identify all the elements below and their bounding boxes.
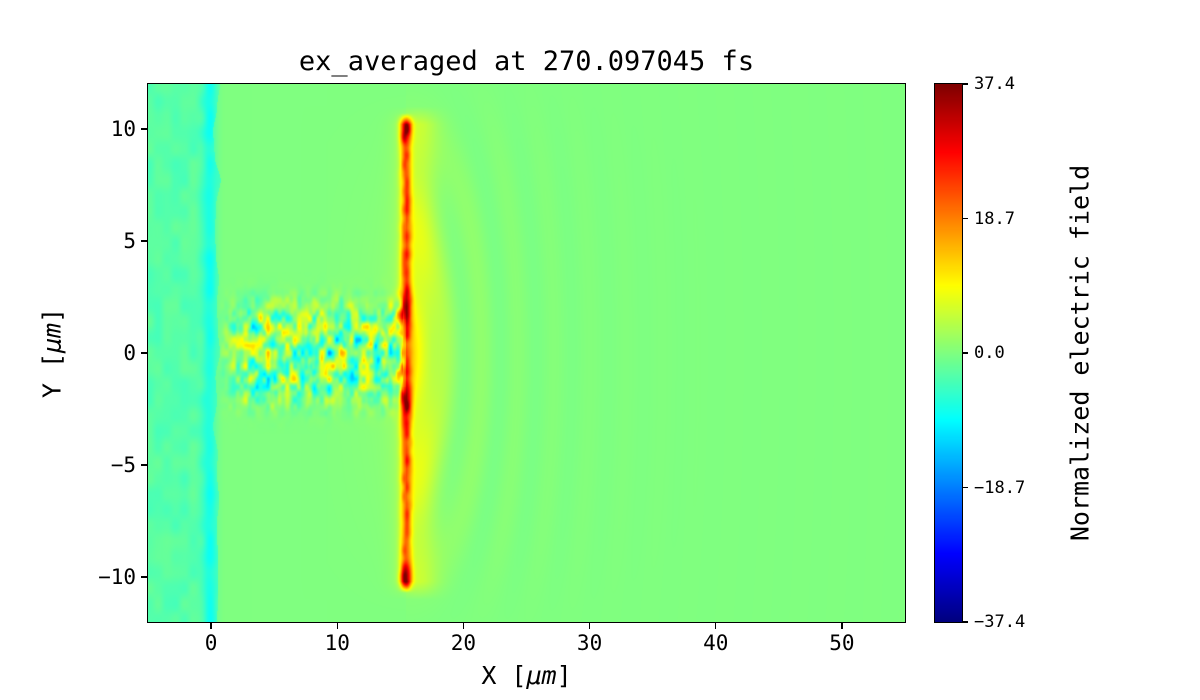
colorbar-label: Normalized electric field [1065,164,1095,542]
x-axis-unit: μm [526,661,557,690]
colorbar [934,83,963,623]
y-axis-label: Y [μm] [38,308,67,398]
colorbar-tick-mark [962,621,968,623]
colorbar-tick-mark [962,217,968,220]
x-tick-label: 0 [204,631,218,655]
plot-title: ex_averaged at 270.097045 fs [298,46,755,77]
colorbar-tick-label: 18.7 [974,208,1015,229]
x-tick-mark [462,622,465,629]
x-axis-label-suffix: ] [556,661,572,690]
y-axis-label-suffix: ] [37,307,67,323]
y-tick-mark [141,240,148,242]
y-tick-label: 0 [123,341,136,365]
x-tick-label: 40 [703,631,729,655]
colorbar-tick-mark [962,83,968,85]
y-tick-mark [141,464,148,466]
colorbar-tick-label: 0.0 [974,343,1005,363]
x-tick-mark [841,622,843,629]
x-axis-label: X [μm] [148,661,905,690]
heatmap-canvas [148,84,905,622]
y-tick-mark [141,352,148,354]
y-axis-unit: μm [37,322,67,354]
colorbar-tick-label: −18.7 [974,477,1026,498]
x-tick-mark [210,622,212,629]
colorbar-gradient [935,84,962,622]
colorbar-tick-mark [962,486,968,489]
y-tick-mark [141,576,148,578]
x-tick-label: 50 [829,631,855,655]
y-tick-mark [141,128,148,130]
y-tick-label: −5 [110,453,136,478]
colorbar-tick-mark [962,352,968,354]
x-tick-mark [336,622,338,629]
x-tick-mark [715,622,717,629]
x-tick-mark [588,622,591,629]
colorbar-tick-label: 37.4 [974,74,1015,94]
y-tick-label: −10 [98,565,136,590]
plot-area [147,83,906,623]
y-tick-label: 5 [123,228,136,253]
y-axis-label-prefix: Y [ [37,353,67,399]
x-tick-label: 30 [576,631,603,655]
x-tick-label: 10 [324,631,350,655]
colorbar-tick-label: −37.4 [974,612,1026,632]
x-tick-label: 20 [450,631,477,655]
y-tick-label: 10 [110,116,136,141]
x-axis-label-prefix: X [ [481,661,527,690]
